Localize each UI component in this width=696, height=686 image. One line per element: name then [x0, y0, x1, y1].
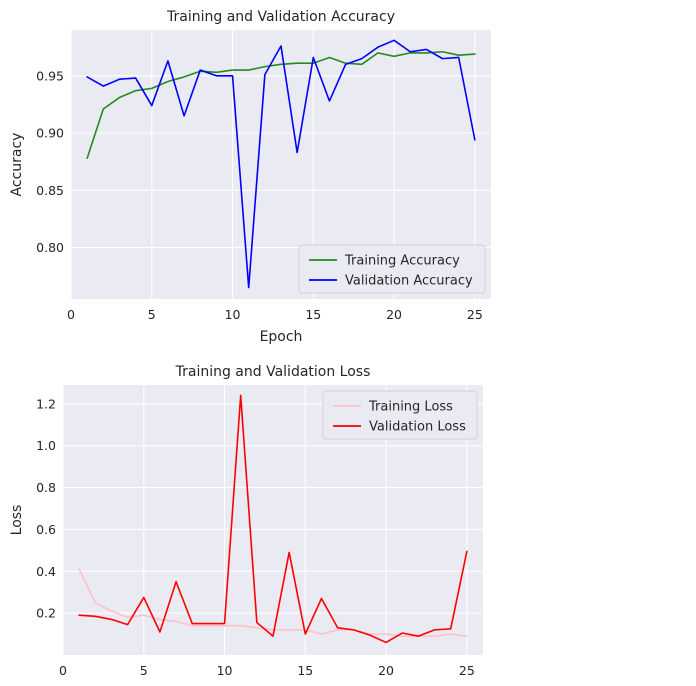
accuracy-x-tick-label: 10 [225, 307, 241, 322]
loss-y-tick-label: 0.6 [36, 522, 56, 537]
loss-x-tick-label: 0 [59, 663, 67, 678]
loss-legend-box [322, 390, 478, 440]
loss-series-line-1 [78, 568, 468, 637]
loss-y-tick-label: 1.0 [36, 438, 56, 453]
accuracy-x-tick-label: 5 [148, 307, 156, 322]
loss-legend-label: Training Loss [368, 400, 453, 415]
accuracy-chart: 0 5 10 15 20 25 0.80 0.85 0.90 0.95 Training and V… [9, 9, 491, 345]
accuracy-series-line-2 [86, 39, 476, 289]
accuracy-x-tick-label: 0 [67, 307, 75, 322]
loss-x-tick-label: 15 [297, 663, 313, 678]
accuracy-x-tick-label: 15 [305, 307, 321, 322]
loss-x-tick-label: 10 [217, 663, 233, 678]
loss-x-tick-label: 5 [140, 663, 148, 678]
loss-chart: 0 5 10 15 20 25 0.2 0.4 0.6 0.8 1.0 1.2 Training and… [9, 364, 483, 678]
loss-y-tick-label: 0.4 [36, 564, 56, 579]
loss-chart-title: Training and Validation Loss [175, 364, 371, 380]
loss-y-axis-label: Loss [9, 505, 25, 536]
accuracy-x-tick-label: 20 [386, 307, 402, 322]
loss-y-tick-label: 1.2 [36, 396, 56, 411]
accuracy-y-tick-label: 0.95 [36, 68, 64, 83]
accuracy-legend-box [298, 244, 486, 294]
accuracy-x-tick-label: 25 [467, 307, 483, 322]
loss-y-tick-label: 0.8 [36, 480, 56, 495]
loss-series-line-2 [78, 394, 468, 644]
accuracy-series-line-1 [86, 50, 476, 159]
accuracy-y-tick-label: 0.80 [36, 240, 64, 255]
loss-legend-label: Validation Loss [369, 420, 466, 435]
accuracy-y-tick-label: 0.90 [36, 126, 64, 141]
loss-y-tick-label: 0.2 [36, 606, 56, 621]
loss-legend: Training Loss Validation Loss [322, 390, 478, 440]
accuracy-chart-title: Training and Validation Accuracy [166, 9, 395, 25]
loss-x-tick-label: 20 [378, 663, 394, 678]
accuracy-x-axis-label: Epoch [260, 329, 303, 345]
accuracy-legend: Training Accuracy Validation Accuracy [298, 244, 486, 294]
accuracy-y-axis-label: Accuracy [9, 133, 25, 197]
loss-x-tick-label: 25 [459, 663, 475, 678]
accuracy-legend-label: Training Accuracy [344, 254, 460, 269]
accuracy-y-tick-label: 0.85 [36, 183, 64, 198]
accuracy-legend-label: Validation Accuracy [345, 274, 473, 289]
